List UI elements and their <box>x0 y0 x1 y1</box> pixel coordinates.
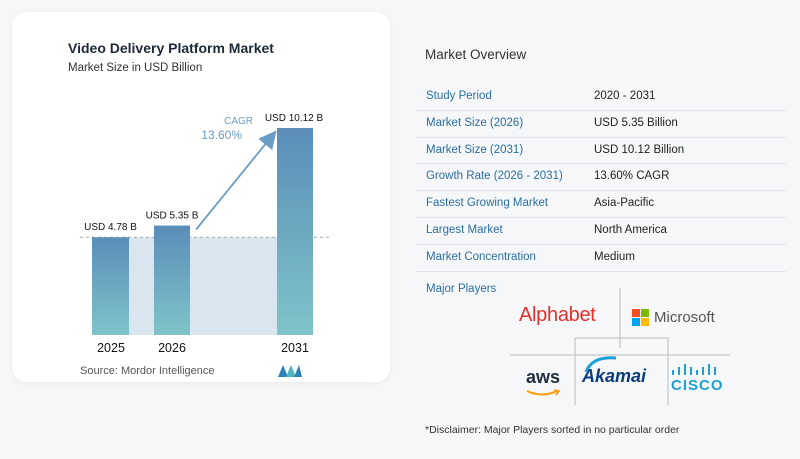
overview-row: Largest Market North America <box>416 218 786 245</box>
overview-row-value: North America <box>594 223 667 236</box>
x-tick-label: 2026 <box>158 341 186 355</box>
aws-smile-icon <box>526 389 560 396</box>
data-label: USD 10.12 B <box>265 113 324 124</box>
microsoft-logo: Microsoft <box>632 309 715 326</box>
chart-subtitle: Market Size in USD Billion <box>68 62 203 74</box>
overview-row-value: USD 10.12 Billion <box>594 143 685 156</box>
aws-logo: aws <box>526 367 561 396</box>
overview-row-key: Market Size (2026) <box>426 116 524 129</box>
mordor-logo-icon <box>278 365 302 377</box>
overview-row-key: Fastest Growing Market <box>426 197 549 210</box>
overview-row-value: 13.60% CAGR <box>594 170 670 183</box>
overview-row: Market Concentration Medium <box>416 245 786 272</box>
chart-title: Video Delivery Platform Market <box>68 40 274 56</box>
akamai-logo: Akamai <box>582 356 647 387</box>
cisco-logo-text: CISCO <box>671 377 724 394</box>
overview-row-key: Study Period <box>426 90 492 102</box>
alphabet-logo: Alphabet <box>519 304 596 326</box>
overview-row: Market Size (2026) USD 5.35 Billion <box>416 111 786 138</box>
overview-row-value: Asia-Pacific <box>594 197 655 210</box>
cagr-label: CAGR <box>224 116 253 127</box>
x-tick-label: 2031 <box>281 341 309 355</box>
overview-row-key: Market Concentration <box>426 250 536 263</box>
bar-2026 <box>154 225 190 335</box>
bar-2031 <box>277 128 313 335</box>
major-players-title: Major Players <box>426 283 497 295</box>
overview-row-key: Largest Market <box>426 223 503 236</box>
data-label: USD 5.35 B <box>146 211 199 222</box>
x-tick-label: 2025 <box>97 341 125 355</box>
bar-2025 <box>92 237 129 335</box>
microsoft-squares-icon <box>632 309 649 326</box>
market-overview-title: Market Overview <box>425 47 527 62</box>
bar-chart: USD 4.78 B 2025 USD 5.35 B 2026 USD 10.12 B 2… <box>80 113 330 355</box>
aws-logo-text: aws <box>526 367 561 387</box>
overview-row: Market Size (2031) USD 10.12 Billion <box>416 138 786 165</box>
overview-row-value: Medium <box>594 250 635 263</box>
players-grid-lines <box>510 288 730 405</box>
market-overview-table: Study Period 2020 - 2031 Market Size (2026… <box>416 84 786 272</box>
overview-row-key: Growth Rate (2026 - 2031) <box>426 170 563 183</box>
source-note: Source: Mordor Intelligence <box>80 365 215 377</box>
cisco-logo: CISCO <box>671 364 724 394</box>
microsoft-logo-text: Microsoft <box>654 309 715 326</box>
cisco-bars-icon <box>672 364 716 375</box>
akamai-logo-text: Akamai <box>582 366 647 386</box>
cagr-arrow <box>195 130 277 231</box>
overview-row-value: 2020 - 2031 <box>594 90 656 102</box>
overview-row-key: Market Size (2031) <box>426 143 524 156</box>
akamai-swoosh-icon <box>584 356 617 373</box>
cagr-value: 13.60% <box>201 128 242 142</box>
overview-row: Study Period 2020 - 2031 <box>416 84 786 111</box>
overview-row: Growth Rate (2026 - 2031) 13.60% CAGR <box>416 164 786 192</box>
disclaimer: *Disclaimer: Major Players sorted in no … <box>425 424 680 436</box>
overview-row: Fastest Growing Market Asia-Pacific <box>416 191 786 218</box>
data-label: USD 4.78 B <box>84 222 137 233</box>
overview-row-value: USD 5.35 Billion <box>594 116 678 129</box>
